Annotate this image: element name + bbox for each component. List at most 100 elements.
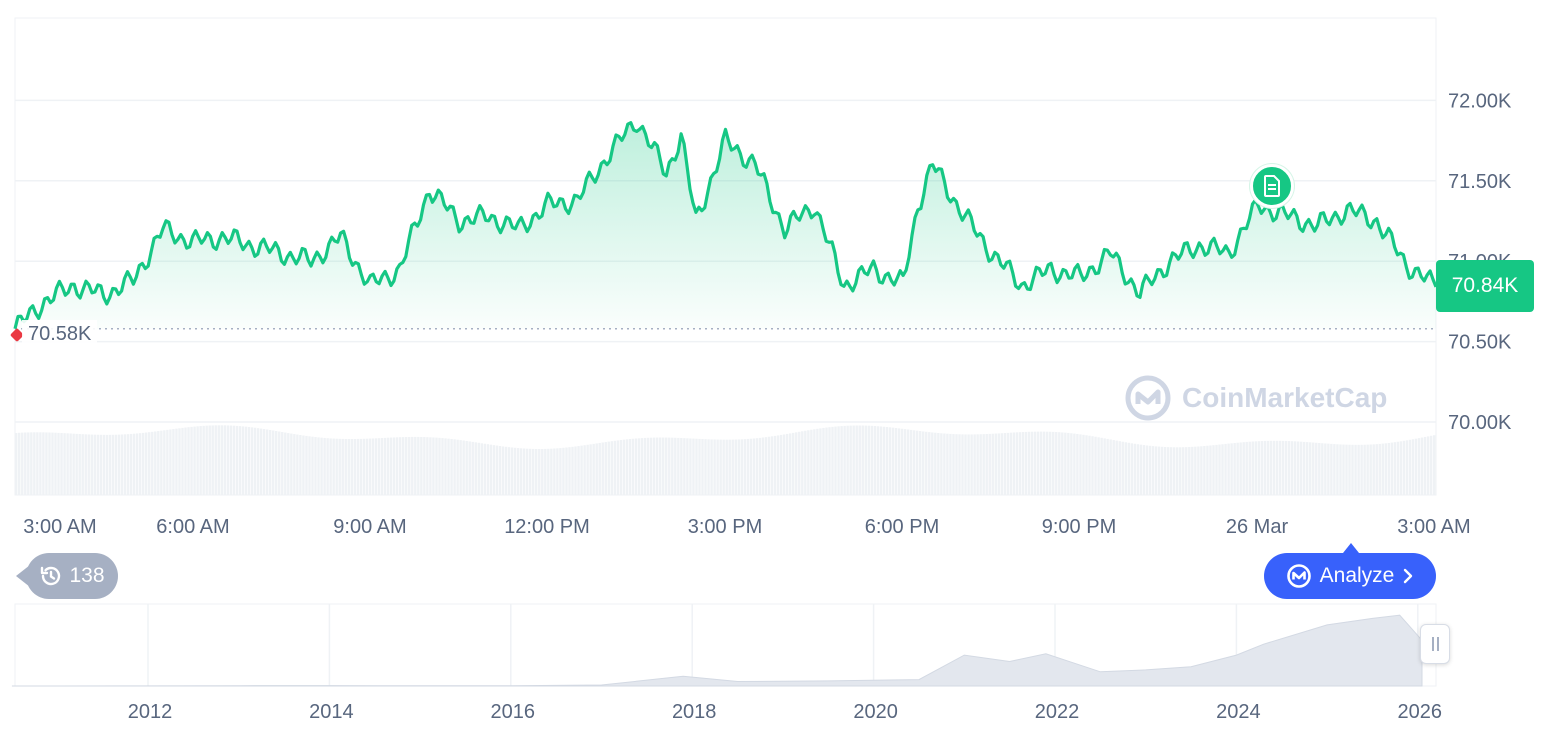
volume-bar	[296, 434, 299, 495]
volume-bar	[1154, 446, 1158, 495]
volume-bar	[1245, 441, 1248, 495]
volume-bar	[1082, 434, 1085, 495]
volume-bar	[498, 445, 502, 495]
volume-bar	[852, 425, 855, 495]
volume-bar	[426, 437, 429, 495]
volume-bar	[1384, 443, 1388, 495]
volume-bar	[1179, 447, 1182, 495]
volume-bar	[550, 448, 553, 495]
volume-bar	[193, 426, 196, 495]
news-marker[interactable]	[1250, 164, 1294, 208]
volume-bar	[350, 439, 353, 495]
volume-bar	[1130, 443, 1134, 495]
volume-bar	[1097, 437, 1100, 495]
volume-bar	[141, 432, 145, 495]
volume-bar	[1318, 443, 1321, 495]
volume-bar	[356, 438, 360, 495]
volume-bar	[525, 448, 529, 495]
volume-bar	[1212, 445, 1215, 495]
volume-bar	[770, 436, 774, 495]
volume-bar	[861, 425, 864, 495]
volume-bar	[1151, 446, 1155, 495]
volume-bar	[199, 426, 202, 495]
volume-bar	[1342, 444, 1345, 495]
volume-bar	[976, 434, 979, 495]
volume-bar	[1305, 442, 1309, 495]
volume-bar	[477, 442, 480, 495]
volume-bar	[1018, 432, 1022, 495]
volume-bar	[1191, 446, 1194, 495]
volume-bar	[807, 430, 810, 495]
volume-bar	[1188, 447, 1191, 495]
volume-bar	[577, 446, 580, 495]
volume-bar	[365, 438, 369, 495]
volume-bar	[1263, 440, 1267, 495]
volume-bar	[24, 432, 27, 495]
volume-bar	[586, 444, 589, 495]
volume-bar	[1278, 440, 1282, 495]
volume-bar	[21, 432, 24, 495]
volume-bar	[1357, 444, 1360, 495]
volume-bar	[535, 448, 538, 495]
volume-bar	[326, 438, 329, 495]
volume-bar	[973, 434, 976, 495]
volume-bar	[749, 438, 753, 495]
history-count: 138	[69, 564, 105, 587]
volume-bar	[471, 441, 474, 495]
volume-bar	[846, 425, 849, 495]
volume-bar	[468, 441, 471, 495]
volume-bar	[1009, 432, 1013, 495]
volume-bar	[574, 446, 577, 495]
volume-bar	[589, 444, 592, 495]
volume-bar	[701, 439, 704, 495]
volume-bar	[628, 439, 632, 495]
volume-bar	[1163, 446, 1167, 495]
volume-bar	[1112, 440, 1115, 495]
volume-bar	[1408, 439, 1412, 495]
volume-bar	[27, 432, 30, 495]
x-tick-label: 3:00 PM	[688, 516, 762, 538]
volume-bar	[946, 433, 949, 495]
volume-bar	[501, 446, 505, 495]
volume-bar	[743, 439, 747, 495]
volume-bar	[961, 434, 964, 495]
volume-bar	[761, 437, 765, 495]
volume-bar	[1348, 444, 1351, 495]
volume-bar	[731, 439, 734, 495]
price-line	[13, 121, 1438, 330]
volume-bar	[196, 426, 199, 495]
volume-bar	[522, 448, 526, 495]
volume-bar	[1221, 444, 1224, 495]
volume-bar	[232, 425, 236, 495]
volume-bar	[1067, 432, 1070, 495]
volume-bar	[1345, 444, 1348, 495]
volume-bar	[444, 438, 447, 495]
history-button[interactable]: 138	[26, 553, 118, 599]
volume-bar	[1012, 432, 1016, 495]
volume-bar	[728, 439, 731, 495]
volume-bar	[278, 431, 281, 495]
volume-bar	[287, 433, 290, 495]
range-brush-handle[interactable]	[1420, 624, 1450, 664]
volume-bar	[383, 437, 387, 495]
volume-bar	[547, 448, 550, 495]
volume-bar	[782, 434, 786, 495]
volume-bar	[495, 445, 499, 495]
volume-bar	[532, 448, 535, 495]
volume-bar	[332, 438, 335, 495]
volume-bar	[1302, 441, 1306, 495]
volume-bar	[432, 437, 435, 495]
analyze-button[interactable]: Analyze	[1264, 553, 1436, 599]
volume-bar	[1194, 446, 1197, 495]
volume-bar	[834, 426, 837, 495]
volume-bar	[1094, 436, 1097, 495]
volume-bar	[970, 434, 973, 495]
volume-bar	[903, 429, 907, 495]
volume-bar	[1330, 443, 1333, 495]
volume-bar	[719, 439, 722, 495]
volume-bar	[767, 436, 771, 495]
volume-bar	[18, 432, 21, 495]
volume-bar	[48, 432, 51, 495]
volume-bar	[1027, 431, 1031, 495]
